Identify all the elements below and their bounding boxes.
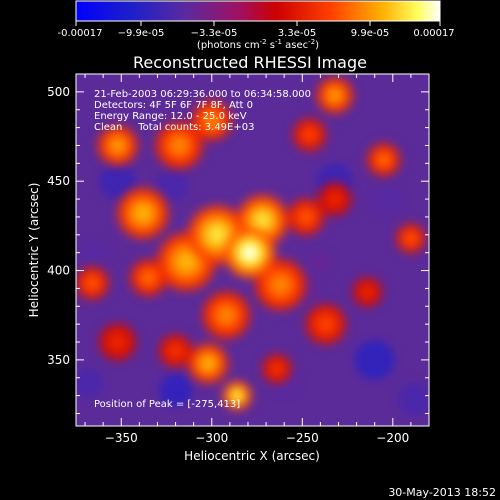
colorbar-gradient: [75, 0, 441, 22]
colorbar-tick-label: −9.9e-05: [118, 28, 165, 39]
bright-region-0: [224, 227, 276, 279]
colorbar-tick-labels: -0.00017 −9.9e-05 −3.3e-05 3.3e-05 9.9e-05 0.…: [58, 28, 455, 39]
dark-region-9: [398, 382, 429, 416]
colorbar: -0.00017 −9.9e-05 −3.3e-05 3.3e-05 9.9e-05 0.…: [58, 0, 455, 51]
colorbar-tick-label: 3.3e-05: [278, 28, 316, 39]
annotation-detectors: Detectors: 4F 5F 6F 7F 8F, Att 0: [94, 100, 253, 111]
dark-region-1: [155, 168, 189, 202]
rhessi-image: [76, 74, 429, 426]
colorbar-tick-label: 9.9e-05: [351, 28, 389, 39]
y-tick-label: 400: [47, 264, 70, 278]
colorbar-tick-label: -0.00017: [58, 28, 103, 39]
x-axis-ticks: [84, 74, 430, 426]
y-tick-label: 350: [47, 353, 70, 367]
dark-region-6: [76, 368, 104, 398]
x-axis-tick-labels: −350 −300 −250 −200: [105, 431, 410, 445]
bright-region-13: [130, 259, 167, 296]
annotation-clean-counts: Clean Total counts: 3.49E+03: [94, 122, 254, 133]
y-tick-label: 500: [47, 85, 70, 99]
bright-region-3: [157, 232, 216, 291]
bright-region-6: [155, 121, 203, 170]
info-annotations: 21-Feb-2003 06:29:36.000 to 06:34:58.000…: [94, 89, 311, 410]
colorbar-unit: (photons cm-2 s-1 asec-2): [197, 38, 319, 51]
chart-title: Reconstructed RHESSI Image: [133, 53, 367, 72]
x-tick-label: −250: [286, 431, 319, 445]
bright-regions: [76, 77, 426, 411]
bright-region-12: [287, 198, 325, 236]
bright-region-11: [222, 381, 252, 411]
footer-timestamp: 30-May-2013 18:52: [388, 486, 496, 499]
bright-region-18: [367, 143, 401, 177]
bright-region-17: [293, 118, 326, 152]
bright-region-21: [262, 354, 292, 384]
bright-region-19: [396, 223, 426, 253]
dark-region-8: [372, 184, 402, 214]
x-tick-label: −200: [376, 431, 409, 445]
bright-region-8: [255, 259, 306, 311]
colorbar-tick-label: −3.3e-05: [191, 28, 238, 39]
plot-frame: [75, 73, 430, 427]
x-tick-label: −350: [105, 431, 138, 445]
bright-region-20: [159, 334, 192, 368]
dark-region-11: [309, 250, 332, 273]
annotation-energy-range: Energy Range: 12.0 - 25.0 keV: [94, 111, 247, 122]
colorbar-tick-label: 0.00017: [413, 28, 454, 39]
annotation-peak-position: Position of Peak = [-275,413]: [94, 399, 240, 410]
colorbar-ticks: [75, 21, 441, 26]
y-axis-tick-labels: 350 400 450 500: [47, 85, 70, 367]
bright-region-4: [117, 188, 169, 239]
bright-region-9: [202, 291, 250, 339]
bright-region-24: [352, 277, 382, 307]
bright-region-22: [99, 323, 136, 361]
y-axis-label: Heliocentric Y (arcsec): [27, 183, 41, 318]
dark-region-3: [354, 339, 395, 380]
bright-region-7: [191, 100, 232, 141]
bright-region-10: [188, 343, 229, 384]
bright-region-5: [97, 125, 138, 166]
bright-region-15: [305, 304, 346, 345]
y-tick-label: 450: [47, 174, 70, 188]
dark-region-0: [99, 163, 136, 200]
x-tick-label: −300: [195, 431, 228, 445]
bright-region-23: [318, 182, 352, 216]
bright-region-16: [316, 77, 353, 114]
x-axis-label: Heliocentric X (arcsec): [184, 449, 320, 463]
dark-region-4: [159, 373, 192, 407]
bright-region-14: [76, 266, 109, 300]
annotation-time-range: 21-Feb-2003 06:29:36.000 to 06:34:58.000: [94, 89, 311, 100]
dark-region-7: [79, 240, 105, 266]
y-axis-ticks: [76, 73, 429, 414]
